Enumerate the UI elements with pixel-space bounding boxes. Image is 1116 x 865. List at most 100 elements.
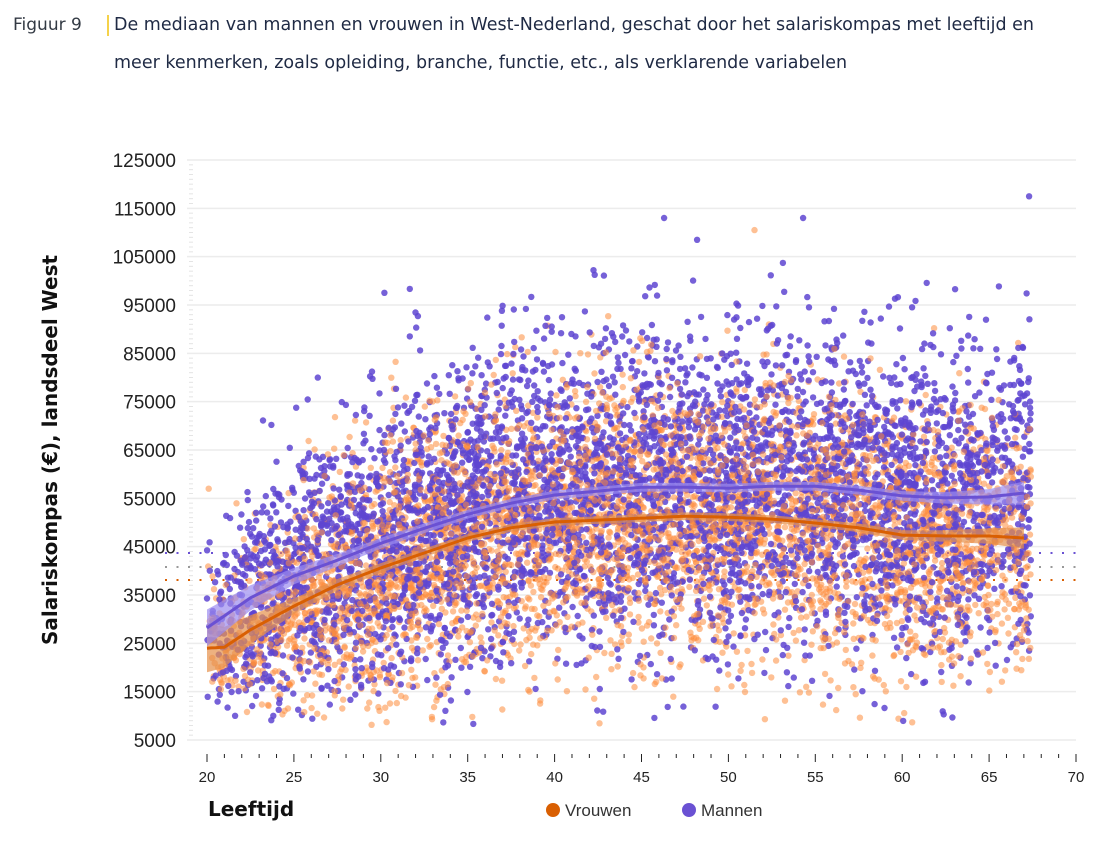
point-mannen [253, 517, 260, 524]
point-vrouwen [986, 687, 993, 694]
point-vrouwen [311, 446, 318, 453]
point-vrouwen [670, 693, 677, 700]
point-mannen [401, 402, 408, 409]
point-vrouwen [703, 602, 710, 609]
point-vrouwen [906, 568, 913, 575]
point-mannen [942, 396, 949, 403]
point-vrouwen [603, 614, 610, 621]
point-vrouwen [719, 649, 726, 656]
point-vrouwen [864, 545, 871, 552]
point-vrouwen [301, 635, 308, 642]
point-vrouwen [587, 563, 594, 570]
point-mannen [446, 633, 454, 640]
point-mannen [716, 667, 723, 674]
point-mannen [744, 498, 751, 505]
point-mannen [871, 700, 878, 708]
point-mannen [653, 671, 661, 678]
point-mannen [946, 432, 953, 439]
point-mannen [520, 456, 527, 463]
point-vrouwen [366, 699, 373, 706]
point-mannen [755, 386, 763, 393]
point-vrouwen [657, 584, 664, 592]
point-vrouwen [686, 583, 693, 591]
point-mannen [628, 676, 635, 683]
point-vrouwen [589, 631, 596, 638]
point-vrouwen [890, 414, 898, 421]
point-vrouwen [314, 710, 321, 717]
point-mannen [858, 363, 865, 370]
point-mannen [668, 675, 675, 682]
point-mannen [757, 391, 764, 398]
point-mannen [531, 382, 538, 389]
point-mannen [783, 669, 791, 676]
point-vrouwen [392, 464, 399, 471]
point-mannen [566, 446, 573, 453]
point-mannen [663, 367, 671, 374]
point-mannen [643, 334, 651, 342]
point-vrouwen [792, 637, 800, 644]
point-mannen [630, 618, 637, 625]
point-mannen [511, 338, 518, 346]
point-vrouwen [903, 683, 910, 691]
point-mannen [511, 599, 518, 606]
point-mannen [949, 383, 956, 390]
point-mannen [922, 486, 930, 493]
point-vrouwen [383, 718, 390, 726]
point-mannen [557, 330, 565, 337]
point-mannen [528, 293, 535, 301]
point-mannen [391, 424, 399, 431]
point-mannen [663, 355, 670, 363]
point-mannen [706, 593, 714, 600]
point-mannen [268, 421, 275, 429]
point-vrouwen [735, 586, 742, 594]
point-vrouwen [537, 594, 545, 601]
point-mannen [321, 616, 328, 624]
point-vrouwen [699, 618, 707, 625]
point-mannen [358, 473, 365, 480]
point-vrouwen [670, 494, 678, 501]
point-mannen [687, 532, 694, 540]
point-mannen [422, 416, 429, 423]
point-mannen [953, 352, 960, 359]
point-mannen [333, 455, 340, 462]
point-mannen [605, 382, 613, 390]
point-mannen [366, 412, 373, 419]
point-mannen [728, 588, 735, 595]
point-vrouwen [981, 405, 989, 413]
point-mannen [940, 711, 947, 718]
point-vrouwen [605, 313, 612, 320]
point-vrouwen [781, 697, 789, 704]
point-mannen [855, 379, 862, 387]
point-mannen [433, 384, 441, 391]
point-vrouwen [911, 561, 918, 568]
point-mannen [691, 647, 698, 654]
point-mannen [533, 356, 541, 363]
point-mannen [1004, 435, 1011, 442]
point-mannen [337, 492, 344, 500]
point-mannen [878, 561, 885, 568]
point-mannen [392, 385, 400, 392]
point-mannen [628, 365, 635, 372]
point-vrouwen [536, 613, 543, 620]
point-vrouwen [657, 608, 664, 615]
point-mannen [1019, 453, 1027, 460]
point-vrouwen [391, 593, 399, 600]
point-vrouwen [1027, 571, 1034, 578]
point-mannen [547, 390, 554, 397]
point-vrouwen [1019, 655, 1026, 663]
point-mannen [540, 335, 548, 342]
point-mannen [583, 526, 590, 533]
point-mannen [274, 538, 282, 545]
point-mannen [318, 685, 325, 692]
point-mannen [742, 616, 750, 623]
point-mannen [741, 370, 748, 377]
point-mannen [663, 345, 670, 353]
point-vrouwen [643, 461, 650, 469]
point-mannen [507, 390, 514, 398]
point-mannen [641, 370, 648, 377]
point-vrouwen [751, 601, 758, 608]
point-vrouwen [723, 643, 730, 650]
point-mannen [314, 374, 321, 381]
scatter-points [203, 193, 1035, 728]
